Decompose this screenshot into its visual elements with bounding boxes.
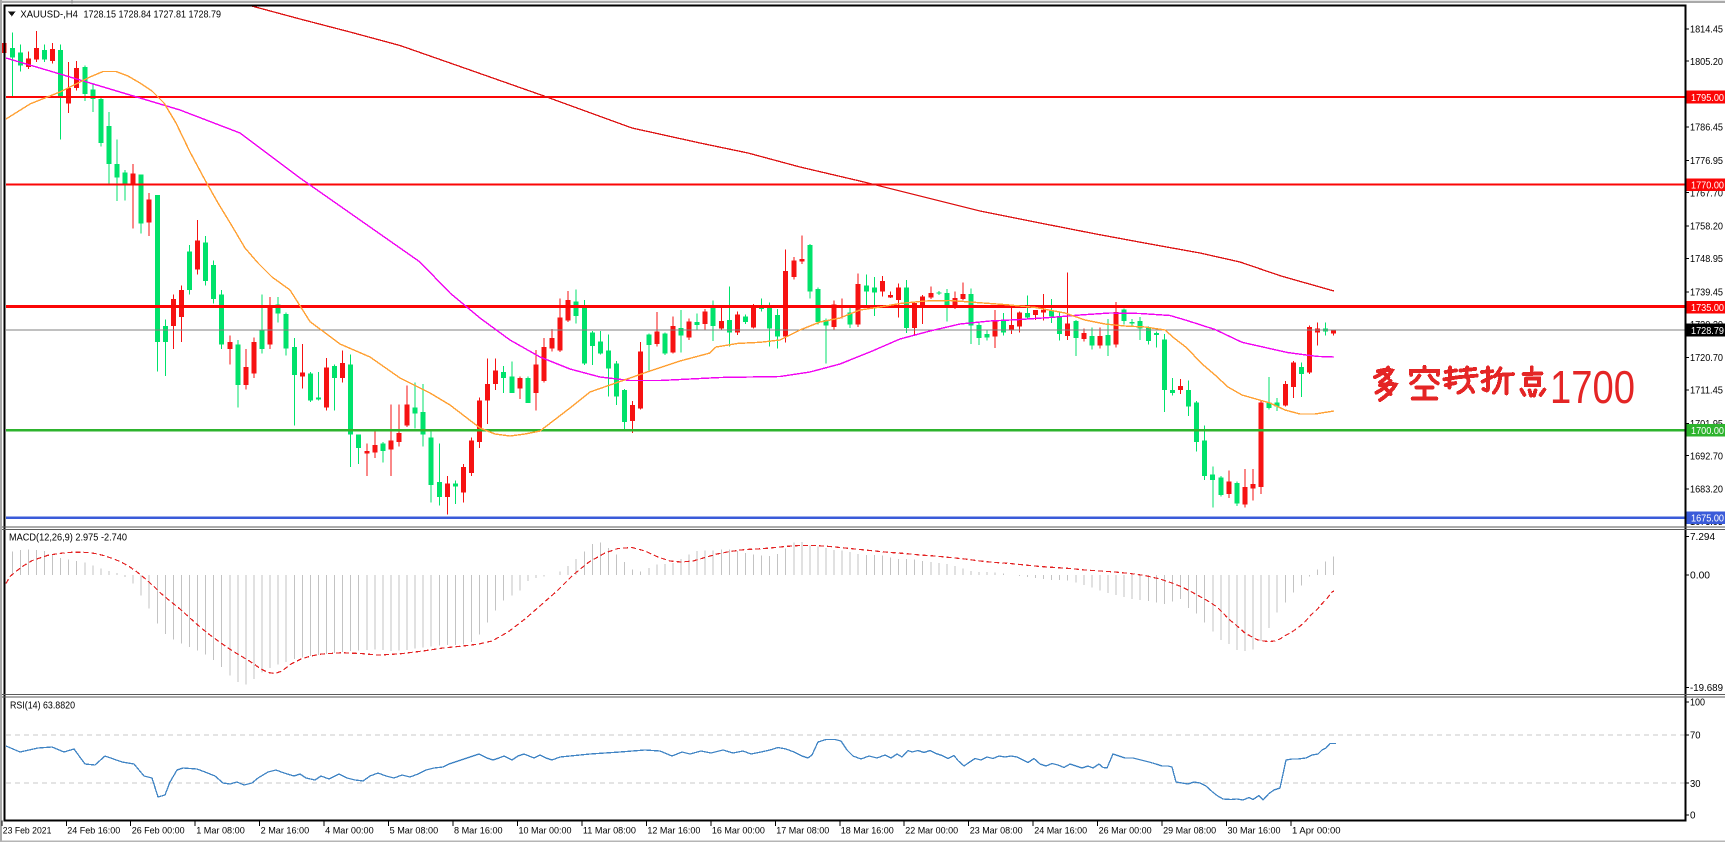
svg-text:1735.00: 1735.00	[1691, 302, 1724, 314]
svg-text:18 Mar 16:00: 18 Mar 16:00	[841, 826, 894, 837]
svg-text:23 Feb 2021: 23 Feb 2021	[3, 826, 52, 837]
svg-text:1786.45: 1786.45	[1690, 122, 1723, 134]
svg-text:1675.00: 1675.00	[1691, 513, 1724, 525]
svg-text:23 Mar 08:00: 23 Mar 08:00	[970, 826, 1023, 837]
svg-text:MACD(12,26,9) 2.975 -2.740: MACD(12,26,9) 2.975 -2.740	[9, 533, 127, 544]
svg-text:22 Mar 00:00: 22 Mar 00:00	[905, 826, 958, 837]
svg-text:70: 70	[1690, 729, 1701, 741]
svg-text:1814.45: 1814.45	[1690, 23, 1723, 35]
svg-text:1720.70: 1720.70	[1690, 352, 1723, 364]
svg-text:1758.20: 1758.20	[1690, 221, 1723, 233]
svg-text:12 Mar 16:00: 12 Mar 16:00	[647, 826, 700, 837]
svg-text:8 Mar 16:00: 8 Mar 16:00	[454, 826, 503, 837]
svg-text:1805.20: 1805.20	[1690, 56, 1723, 68]
svg-text:24 Mar 16:00: 24 Mar 16:00	[1034, 826, 1087, 837]
svg-text:7.294: 7.294	[1690, 531, 1715, 543]
svg-text:26 Feb 00:00: 26 Feb 00:00	[132, 826, 185, 837]
svg-text:1770.00: 1770.00	[1691, 180, 1724, 192]
svg-text:1728.79: 1728.79	[1691, 325, 1724, 337]
svg-text:16 Mar 00:00: 16 Mar 00:00	[712, 826, 765, 837]
svg-text:4 Mar 00:00: 4 Mar 00:00	[325, 826, 374, 837]
svg-text:1728.15 1728.84 1727.81 1728.7: 1728.15 1728.84 1727.81 1728.79	[84, 8, 222, 20]
svg-text:1 Mar 08:00: 1 Mar 08:00	[196, 826, 245, 837]
svg-text:0.00: 0.00	[1690, 570, 1710, 582]
svg-text:1700: 1700	[1550, 361, 1635, 413]
svg-text:17 Mar 08:00: 17 Mar 08:00	[776, 826, 829, 837]
svg-text:1739.45: 1739.45	[1690, 286, 1723, 298]
svg-text:5 Mar 08:00: 5 Mar 08:00	[390, 826, 439, 837]
svg-text:24 Feb 16:00: 24 Feb 16:00	[67, 826, 120, 837]
svg-text:10 Mar 00:00: 10 Mar 00:00	[519, 826, 572, 837]
svg-text:1711.45: 1711.45	[1690, 385, 1723, 397]
svg-text:1795.00: 1795.00	[1691, 92, 1724, 104]
svg-text:XAUUSD-,H4: XAUUSD-,H4	[20, 8, 78, 20]
svg-text:1692.70: 1692.70	[1690, 450, 1723, 462]
svg-text:1683.20: 1683.20	[1690, 484, 1723, 496]
svg-text:11 Mar 08:00: 11 Mar 08:00	[583, 826, 636, 837]
svg-text:30 Mar 16:00: 30 Mar 16:00	[1228, 826, 1281, 837]
svg-text:1776.95: 1776.95	[1690, 155, 1723, 167]
svg-text:100: 100	[1690, 697, 1705, 709]
svg-text:29 Mar 08:00: 29 Mar 08:00	[1163, 826, 1216, 837]
svg-text:1700.00: 1700.00	[1691, 425, 1724, 437]
svg-text:1 Apr 00:00: 1 Apr 00:00	[1292, 826, 1341, 837]
svg-text:0: 0	[1690, 810, 1696, 822]
svg-text:RSI(14) 63.8820: RSI(14) 63.8820	[10, 701, 75, 712]
svg-text:30: 30	[1690, 778, 1701, 790]
svg-text:-19.689: -19.689	[1690, 682, 1723, 694]
svg-text:26 Mar 00:00: 26 Mar 00:00	[1099, 826, 1152, 837]
svg-text:2 Mar 16:00: 2 Mar 16:00	[261, 826, 310, 837]
svg-text:1748.95: 1748.95	[1690, 253, 1723, 265]
